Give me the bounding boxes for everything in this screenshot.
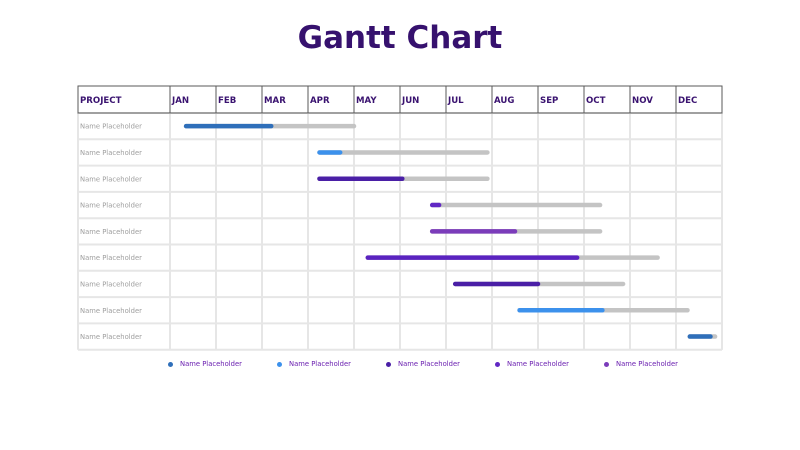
chart-title: Gantt Chart [297, 20, 503, 56]
task-label: Name Placeholder [80, 123, 142, 131]
task-label: Name Placeholder [80, 228, 142, 236]
legend-label: Name Placeholder [507, 360, 569, 368]
month-label-mar: MAR [264, 96, 286, 106]
task-label: Name Placeholder [80, 333, 142, 341]
task-label: Name Placeholder [80, 202, 142, 210]
legend-label: Name Placeholder [180, 360, 242, 368]
legend-label: Name Placeholder [289, 360, 351, 368]
legend-item: Name Placeholder [273, 356, 382, 372]
month-label-jul: JUL [447, 96, 464, 106]
month-label-feb: FEB [218, 96, 236, 106]
month-label-dec: DEC [678, 96, 697, 106]
legend-marker [495, 361, 500, 367]
legend-label: Name Placeholder [398, 360, 460, 368]
month-label-oct: OCT [586, 96, 606, 106]
month-label-apr: APR [310, 96, 330, 106]
legend-marker [277, 361, 282, 367]
month-label-sep: SEP [540, 96, 558, 106]
legend-item: Name Placeholder [600, 356, 709, 372]
legend-item: Name Placeholder [382, 356, 491, 372]
month-label-may: MAY [356, 96, 377, 106]
month-label-nov: NOV [632, 96, 653, 106]
task-label: Name Placeholder [80, 254, 142, 262]
legend-item: Name Placeholder [491, 356, 600, 372]
task-label: Name Placeholder [80, 149, 142, 157]
legend-marker [604, 361, 609, 367]
month-label-jan: JAN [171, 96, 189, 106]
task-label: Name Placeholder [80, 307, 142, 315]
month-label-jun: JUN [401, 96, 419, 106]
legend-item: Name Placeholder [164, 356, 273, 372]
project-header: PROJECT [80, 96, 122, 106]
task-label: Name Placeholder [80, 175, 142, 183]
month-label-aug: AUG [494, 96, 514, 106]
legend-marker [386, 361, 391, 367]
legend: Name Placeholder Name Placeholder Name Pla… [164, 356, 724, 372]
legend-label: Name Placeholder [616, 360, 678, 368]
task-label: Name Placeholder [80, 280, 142, 288]
legend-marker [168, 361, 173, 367]
